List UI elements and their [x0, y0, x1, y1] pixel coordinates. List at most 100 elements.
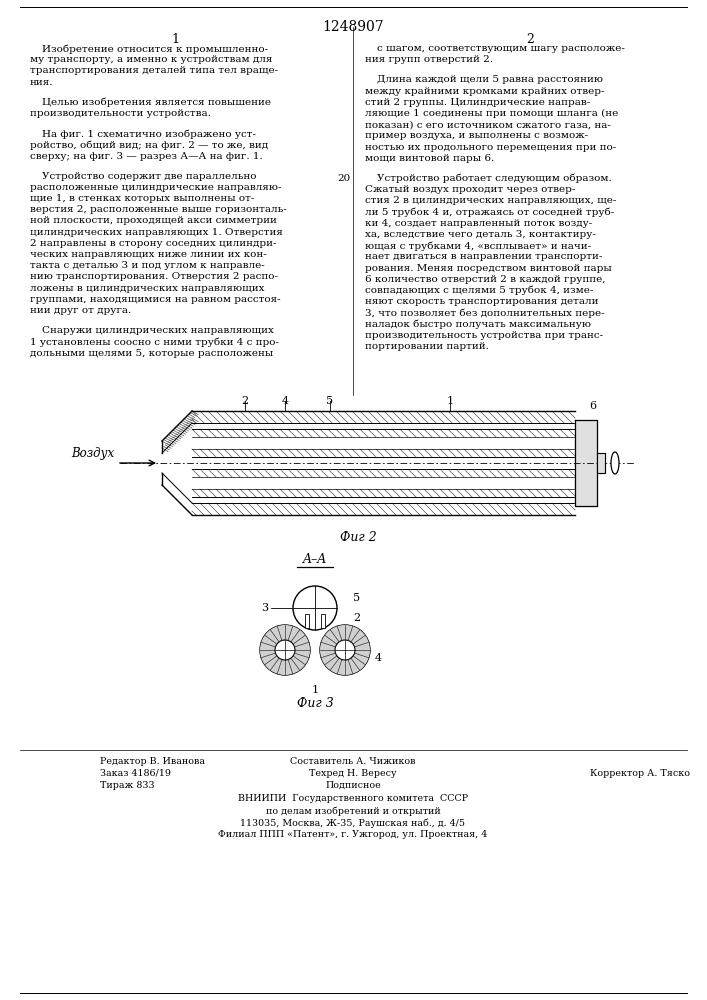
Polygon shape [192, 429, 575, 457]
Text: Длина каждой щели 5 равна расстоянию: Длина каждой щели 5 равна расстоянию [377, 75, 603, 84]
Text: Корректор А. Тяско: Корректор А. Тяско [590, 769, 690, 778]
Text: показан) с его источником сжатого газа, на-: показан) с его источником сжатого газа, … [365, 120, 611, 129]
Text: Сжатый воздух проходит через отвер-: Сжатый воздух проходит через отвер- [365, 185, 575, 194]
Text: няют скорость транспортирования детали: няют скорость транспортирования детали [365, 297, 599, 306]
Text: Фиг 3: Фиг 3 [297, 697, 334, 710]
Polygon shape [192, 449, 575, 457]
Text: портировании партий.: портировании партий. [365, 342, 489, 351]
Text: 2 направлены в сторону соседних цилиндри-: 2 направлены в сторону соседних цилиндри… [30, 239, 276, 248]
Text: верстия 2, расположенные выше горизонталь-: верстия 2, расположенные выше горизонтал… [30, 205, 287, 214]
Text: ной плоскости, проходящей акси симметрии: ной плоскости, проходящей акси симметрии [30, 216, 277, 225]
Text: ляющие 1 соединены при помощи шланга (не: ляющие 1 соединены при помощи шланга (не [365, 109, 618, 118]
Text: ли 5 трубок 4 и, отражаясь от соседней труб-: ли 5 трубок 4 и, отражаясь от соседней т… [365, 208, 614, 217]
Text: нию транспортирования. Отверстия 2 распо-: нию транспортирования. Отверстия 2 распо… [30, 272, 278, 281]
Ellipse shape [611, 452, 619, 474]
Text: сверху; на фиг. 3 — разрез А—А на фиг. 1.: сверху; на фиг. 3 — разрез А—А на фиг. 1… [30, 152, 263, 161]
Text: 6: 6 [590, 401, 597, 411]
Text: Составитель А. Чижиков: Составитель А. Чижиков [291, 757, 416, 766]
Text: ющая с трубками 4, «всплывает» и начи-: ющая с трубками 4, «всплывает» и начи- [365, 241, 591, 251]
Polygon shape [192, 411, 575, 423]
Text: 5: 5 [353, 593, 360, 603]
Circle shape [275, 640, 295, 660]
Text: по делам изобретений и открытий: по делам изобретений и открытий [266, 806, 440, 816]
Circle shape [260, 625, 310, 675]
Text: пример воздуха, и выполнены с возмож-: пример воздуха, и выполнены с возмож- [365, 131, 588, 140]
Text: Техред Н. Вересу: Техред Н. Вересу [309, 769, 397, 778]
Text: Изобретение относится к промышленно-: Изобретение относится к промышленно- [42, 44, 268, 53]
Text: производительность устройства при транс-: производительность устройства при транс- [365, 331, 603, 340]
Text: 2: 2 [526, 33, 534, 46]
Polygon shape [192, 429, 575, 437]
Text: 1: 1 [446, 396, 454, 406]
Text: ВНИИПИ  Государственного комитета  СССР: ВНИИПИ Государственного комитета СССР [238, 794, 468, 803]
Text: щие 1, в стенках которых выполнены от-: щие 1, в стенках которых выполнены от- [30, 194, 255, 203]
Text: 1: 1 [171, 33, 179, 46]
Text: Устройство работает следующим образом.: Устройство работает следующим образом. [377, 174, 612, 183]
Text: 4: 4 [375, 653, 382, 663]
Text: Заказ 4186/19: Заказ 4186/19 [100, 769, 171, 778]
Text: ния групп отверстий 2.: ния групп отверстий 2. [365, 55, 493, 64]
Text: мощи винтовой пары 6.: мощи винтовой пары 6. [365, 154, 494, 163]
Text: Целью изобретения является повышение: Целью изобретения является повышение [42, 98, 271, 107]
Text: 1248907: 1248907 [322, 20, 384, 34]
Polygon shape [162, 411, 192, 453]
Text: 2: 2 [353, 613, 360, 623]
Text: рования. Меняя посредством винтовой пары: рования. Меняя посредством винтовой пары [365, 264, 612, 273]
Text: Редактор В. Иванова: Редактор В. Иванова [100, 757, 205, 766]
Text: Фиг 2: Фиг 2 [339, 531, 376, 544]
Text: дольными щелями 5, которые расположены: дольными щелями 5, которые расположены [30, 349, 273, 358]
Text: Устройство содержит две параллельно: Устройство содержит две параллельно [42, 172, 257, 181]
Text: ческих направляющих ниже линии их кон-: ческих направляющих ниже линии их кон- [30, 250, 267, 259]
Circle shape [293, 586, 337, 630]
Text: производительности устройства.: производительности устройства. [30, 109, 211, 118]
Text: ройство, общий вид; на фиг. 2 — то же, вид: ройство, общий вид; на фиг. 2 — то же, в… [30, 140, 268, 150]
Text: 3: 3 [261, 603, 268, 613]
Text: стий 2 группы. Цилиндрические направ-: стий 2 группы. Цилиндрические направ- [365, 98, 590, 107]
Bar [305, 614, 309, 628]
Text: ностью их продольного перемещения при по-: ностью их продольного перемещения при по… [365, 143, 617, 152]
Text: A–A: A–A [303, 553, 327, 566]
Circle shape [260, 625, 310, 675]
Polygon shape [192, 503, 575, 515]
Polygon shape [597, 453, 605, 473]
Text: му транспорту, а именно к устройствам для: му транспорту, а именно к устройствам дл… [30, 55, 272, 64]
Circle shape [320, 625, 370, 675]
Text: 1: 1 [312, 685, 319, 695]
Polygon shape [192, 411, 575, 515]
Polygon shape [192, 469, 575, 497]
Polygon shape [162, 473, 192, 515]
Bar [321, 614, 325, 628]
Text: 1 установлены соосно с ними трубки 4 с про-: 1 установлены соосно с ними трубки 4 с п… [30, 337, 279, 347]
Polygon shape [192, 489, 575, 497]
Text: Филиал ППП «Патент», г. Ужгород, ул. Проектная, 4: Филиал ППП «Патент», г. Ужгород, ул. Про… [218, 830, 488, 839]
Text: Снаружи цилиндрических направляющих: Снаружи цилиндрических направляющих [42, 326, 274, 335]
Text: группами, находящимися на равном расстоя-: группами, находящимися на равном расстоя… [30, 295, 281, 304]
Text: стия 2 в цилиндрических направляющих, ще-: стия 2 в цилиндрических направляющих, ще… [365, 196, 617, 205]
Text: На фиг. 1 схематично изображено уст-: На фиг. 1 схематично изображено уст- [42, 129, 256, 139]
Text: 20: 20 [338, 174, 351, 183]
Text: 4: 4 [281, 396, 288, 406]
Text: ния.: ния. [30, 78, 54, 87]
Text: ложены в цилиндрических направляющих: ложены в цилиндрических направляющих [30, 284, 264, 293]
Text: Подписное: Подписное [325, 781, 381, 790]
Text: нает двигаться в направлении транспорти-: нает двигаться в направлении транспорти- [365, 252, 602, 261]
Text: транспортирования деталей типа тел враще-: транспортирования деталей типа тел враще… [30, 66, 278, 75]
Text: цилиндрических направляющих 1. Отверстия: цилиндрических направляющих 1. Отверстия [30, 228, 283, 237]
Text: Тираж 833: Тираж 833 [100, 781, 155, 790]
Circle shape [335, 640, 355, 660]
Text: нии друг от друга.: нии друг от друга. [30, 306, 132, 315]
Text: 2: 2 [241, 396, 249, 406]
Text: между крайними кромками крайних отвер-: между крайними кромками крайних отвер- [365, 87, 604, 96]
Text: 6 количество отверстий 2 в каждой группе,: 6 количество отверстий 2 в каждой группе… [365, 275, 605, 284]
Text: расположенные цилиндрические направляю-: расположенные цилиндрические направляю- [30, 183, 281, 192]
Text: 5: 5 [327, 396, 334, 406]
Text: 3, что позволяет без дополнительных пере-: 3, что позволяет без дополнительных пере… [365, 308, 604, 318]
Text: наладок быстро получать максимальную: наладок быстро получать максимальную [365, 320, 591, 329]
Text: ха, вследствие чего деталь 3, контактиру-: ха, вследствие чего деталь 3, контактиру… [365, 230, 596, 239]
Text: такта с деталью 3 и под углом к направле-: такта с деталью 3 и под углом к направле… [30, 261, 264, 270]
Text: 113035, Москва, Ж-35, Раушская наб., д. 4/5: 113035, Москва, Ж-35, Раушская наб., д. … [240, 818, 465, 828]
Polygon shape [192, 457, 575, 469]
Polygon shape [192, 469, 575, 477]
Polygon shape [575, 420, 597, 506]
Text: с шагом, соответствующим шагу расположе-: с шагом, соответствующим шагу расположе- [377, 44, 625, 53]
